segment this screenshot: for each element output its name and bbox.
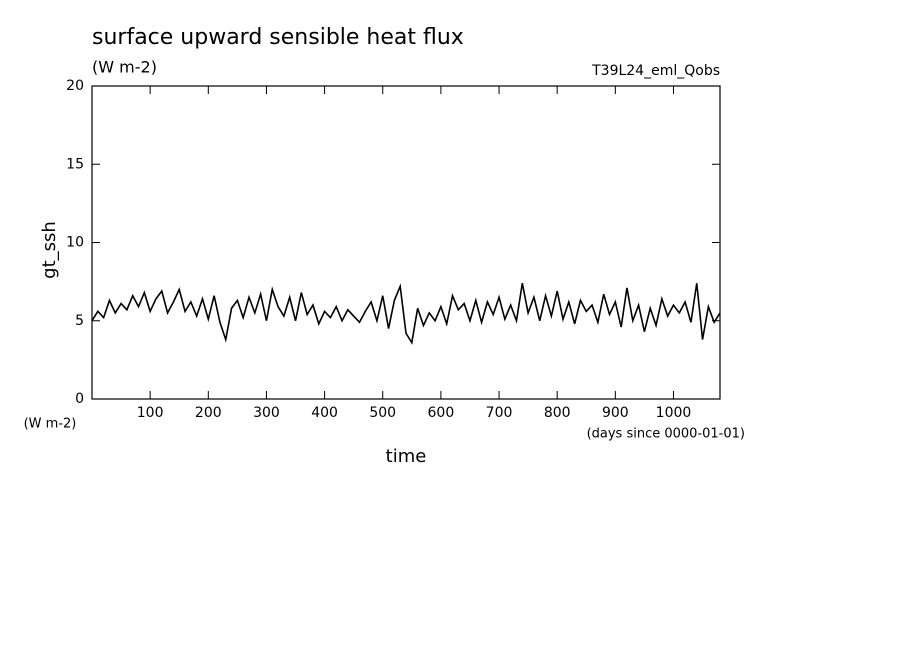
y-axis-label: gt_ssh <box>39 221 60 279</box>
plot-frame <box>91 85 721 400</box>
annotation: T39L24_eml_Qobs <box>591 63 720 79</box>
x-axis-units: (days since 0000-01-01) <box>587 427 745 442</box>
x-tick-label: 700 <box>486 405 513 421</box>
y-tick-label: 0 <box>75 391 84 407</box>
y-tick-label: 20 <box>66 78 84 94</box>
x-tick-label: 300 <box>253 405 280 421</box>
x-tick-label: 100 <box>137 405 164 421</box>
x-tick-label: 900 <box>602 405 629 421</box>
x-tick-label: 1000 <box>656 405 692 421</box>
x-tick-label: 600 <box>428 405 455 421</box>
data-line <box>91 283 721 345</box>
y-axis-units: (W m-2) <box>24 417 77 432</box>
x-tick-label: 800 <box>544 405 571 421</box>
x-tick-label: 200 <box>195 405 222 421</box>
x-tick-label: 400 <box>311 405 338 421</box>
y-tick-label: 15 <box>66 156 84 172</box>
chart-subtitle: (W m-2) <box>92 58 157 77</box>
chart-title: surface upward sensible heat flux <box>92 25 464 50</box>
y-tick-label: 10 <box>66 235 84 251</box>
x-tick-label: 500 <box>369 405 396 421</box>
y-tick-label: 5 <box>75 313 84 329</box>
x-axis-label: time <box>386 446 427 467</box>
